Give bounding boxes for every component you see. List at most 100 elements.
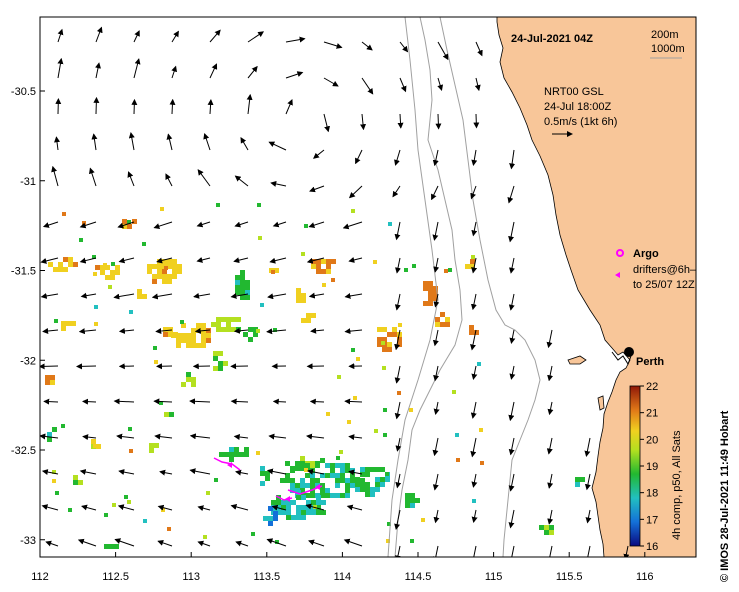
- current-vector: [471, 149, 478, 166]
- sst-pixel: [350, 483, 355, 488]
- sst-pixel: [320, 493, 325, 498]
- sst-pixel: [325, 463, 330, 468]
- sst-pixel: [385, 472, 389, 476]
- sst-pixel: [244, 447, 249, 452]
- sst-pixel: [316, 500, 321, 505]
- current-vector: [431, 185, 439, 201]
- current-vector: [547, 365, 554, 382]
- sst-pixel: [61, 424, 65, 428]
- current-vector: [196, 221, 211, 228]
- current-vector: [343, 538, 363, 547]
- current-vector: [233, 257, 249, 264]
- sst-pixel: [375, 487, 380, 492]
- current-vector: [117, 221, 135, 229]
- sst-pixel: [95, 265, 100, 270]
- current-vector: [474, 77, 481, 92]
- sst-pixel: [335, 478, 340, 483]
- current-vector: [40, 292, 59, 299]
- current-vector: [313, 149, 325, 159]
- sst-pixel: [410, 539, 414, 543]
- current-vector: [118, 327, 135, 334]
- current-vector: [508, 293, 515, 311]
- sst-pixel: [224, 452, 229, 457]
- sst-pixel: [321, 269, 326, 274]
- current-vector: [435, 113, 442, 130]
- current-vector: [432, 221, 439, 241]
- current-vector: [470, 293, 477, 311]
- current-vector: [310, 327, 325, 334]
- sst-pixel: [61, 326, 66, 331]
- sst-pixel: [405, 493, 410, 498]
- sst-pixel: [423, 286, 428, 291]
- current-vector: [197, 505, 211, 512]
- sst-pixel: [176, 333, 181, 338]
- x-tick-label: 115: [485, 571, 503, 583]
- sst-pixel: [347, 420, 351, 424]
- current-vector: [270, 180, 287, 187]
- sst-pixel: [172, 259, 177, 264]
- current-vector: [159, 469, 173, 476]
- current-vector: [306, 257, 325, 264]
- current-vector: [473, 113, 480, 129]
- current-vector: [118, 469, 135, 476]
- colorbar: [629, 385, 641, 547]
- sst-pixel: [260, 481, 265, 486]
- current-vector: [585, 509, 592, 524]
- sst-pixel: [159, 401, 163, 405]
- sst-pixel: [365, 487, 370, 492]
- sst-pixel: [226, 322, 231, 327]
- sst-pixel: [296, 495, 301, 500]
- current-vector: [79, 469, 97, 475]
- current-time: 24-Jul 18:00Z: [544, 101, 612, 113]
- sst-pixel: [301, 293, 306, 298]
- sst-pixel: [479, 428, 483, 432]
- current-vector: [93, 96, 100, 115]
- sst-pixel: [167, 274, 172, 279]
- current-vector: [432, 545, 439, 557]
- sst-pixel: [191, 377, 196, 382]
- sst-pixel: [404, 268, 408, 272]
- sst-pixel: [211, 322, 216, 327]
- current-vector: [268, 433, 287, 440]
- current-vector: [114, 538, 135, 547]
- sst-pixel: [331, 278, 335, 282]
- sst-pixel: [440, 322, 445, 327]
- sst-pixel: [388, 222, 392, 226]
- current-vector: [395, 545, 401, 557]
- sst-pixel: [203, 535, 207, 539]
- current-vector: [156, 257, 173, 264]
- sst-pixel: [251, 532, 255, 536]
- sst-pixel: [260, 466, 265, 471]
- current-vector: [392, 185, 401, 198]
- current-vector: [233, 327, 249, 334]
- x-tick-label: 113.5: [253, 571, 280, 583]
- sst-pixel: [162, 269, 167, 274]
- current-vector: [394, 149, 401, 166]
- sst-pixel: [196, 343, 201, 348]
- sst-pixel: [245, 285, 250, 290]
- current-vector: [360, 113, 366, 131]
- current-vector: [323, 77, 339, 87]
- sst-pixel: [206, 333, 211, 338]
- sst-pixel: [295, 461, 300, 466]
- sst-pixel: [82, 221, 86, 225]
- sst-pixel: [345, 468, 350, 473]
- sst-pixel: [157, 264, 162, 269]
- current-vector: [203, 132, 211, 151]
- sst-pixel: [350, 478, 355, 483]
- current-vector: [240, 137, 249, 151]
- sst-pixel: [301, 505, 306, 510]
- current-vector: [346, 504, 363, 511]
- sst-pixel: [291, 500, 296, 505]
- sst-pixel: [306, 500, 311, 505]
- sst-pixel: [315, 478, 320, 483]
- sst-pixel: [310, 461, 315, 466]
- sst-pixel: [127, 500, 131, 504]
- current-vector: [394, 293, 401, 311]
- current-vector: [394, 401, 401, 420]
- sst-pixel: [196, 323, 201, 328]
- sst-pixel: [325, 473, 330, 478]
- sst-pixel: [296, 490, 301, 495]
- sst-pixel: [410, 498, 415, 503]
- sst-pixel: [325, 493, 330, 498]
